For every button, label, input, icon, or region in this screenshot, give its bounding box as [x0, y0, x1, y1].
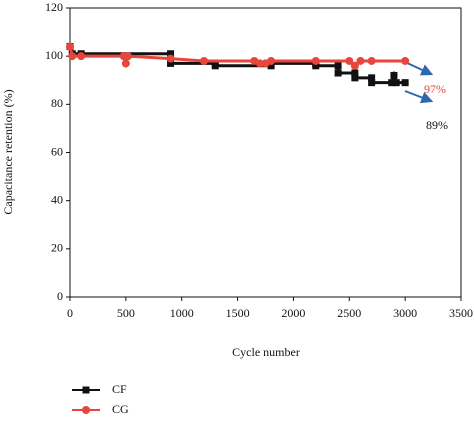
y-tick-label: 40 — [51, 192, 63, 206]
marker — [388, 79, 396, 87]
marker — [334, 69, 342, 77]
x-tick-label: 2500 — [337, 306, 361, 320]
marker — [351, 74, 359, 82]
marker — [368, 79, 376, 87]
y-tick-label: 80 — [51, 96, 63, 110]
marker — [350, 61, 359, 70]
y-axis-label: Capacitance retention (%) — [1, 89, 15, 214]
marker — [401, 79, 409, 87]
x-tick-label: 1000 — [170, 306, 194, 320]
marker — [166, 54, 175, 63]
marker — [351, 69, 359, 77]
x-tick-label: 500 — [117, 306, 135, 320]
marker — [124, 52, 133, 61]
marker — [167, 50, 175, 58]
marker — [392, 79, 400, 87]
marker — [334, 62, 342, 70]
marker — [311, 56, 320, 65]
marker — [121, 59, 130, 68]
y-tick-label: 120 — [45, 0, 63, 14]
x-tick-label: 3000 — [393, 306, 417, 320]
plot-frame — [69, 7, 462, 298]
legend-label: CG — [112, 402, 129, 416]
y-tick-label: 0 — [57, 289, 63, 303]
annotation: 97% — [424, 82, 446, 96]
arrow — [404, 61, 434, 76]
marker — [356, 56, 365, 65]
marker — [312, 62, 320, 70]
y-tick-label: 20 — [51, 241, 63, 255]
marker — [211, 62, 219, 70]
x-tick-label: 0 — [67, 306, 73, 320]
marker — [82, 406, 90, 414]
marker — [390, 71, 398, 79]
x-tick-label: 2000 — [281, 306, 305, 320]
marker — [77, 52, 86, 61]
marker — [66, 42, 74, 51]
marker — [345, 56, 354, 65]
annotation: 89% — [426, 118, 448, 132]
x-axis-label: Cycle number — [232, 345, 300, 359]
marker — [82, 386, 90, 394]
y-tick-label: 100 — [45, 48, 63, 62]
marker — [367, 56, 376, 65]
marker — [68, 52, 77, 61]
legend-label: CF — [112, 382, 127, 396]
arrow — [404, 90, 434, 104]
x-tick-label: 3500 — [449, 306, 473, 320]
x-tick-label: 1500 — [226, 306, 250, 320]
marker — [167, 59, 175, 67]
marker — [200, 56, 209, 65]
marker — [368, 74, 376, 82]
marker — [267, 56, 276, 65]
marker — [401, 56, 410, 65]
marker — [255, 59, 264, 68]
y-tick-label: 60 — [51, 144, 63, 158]
